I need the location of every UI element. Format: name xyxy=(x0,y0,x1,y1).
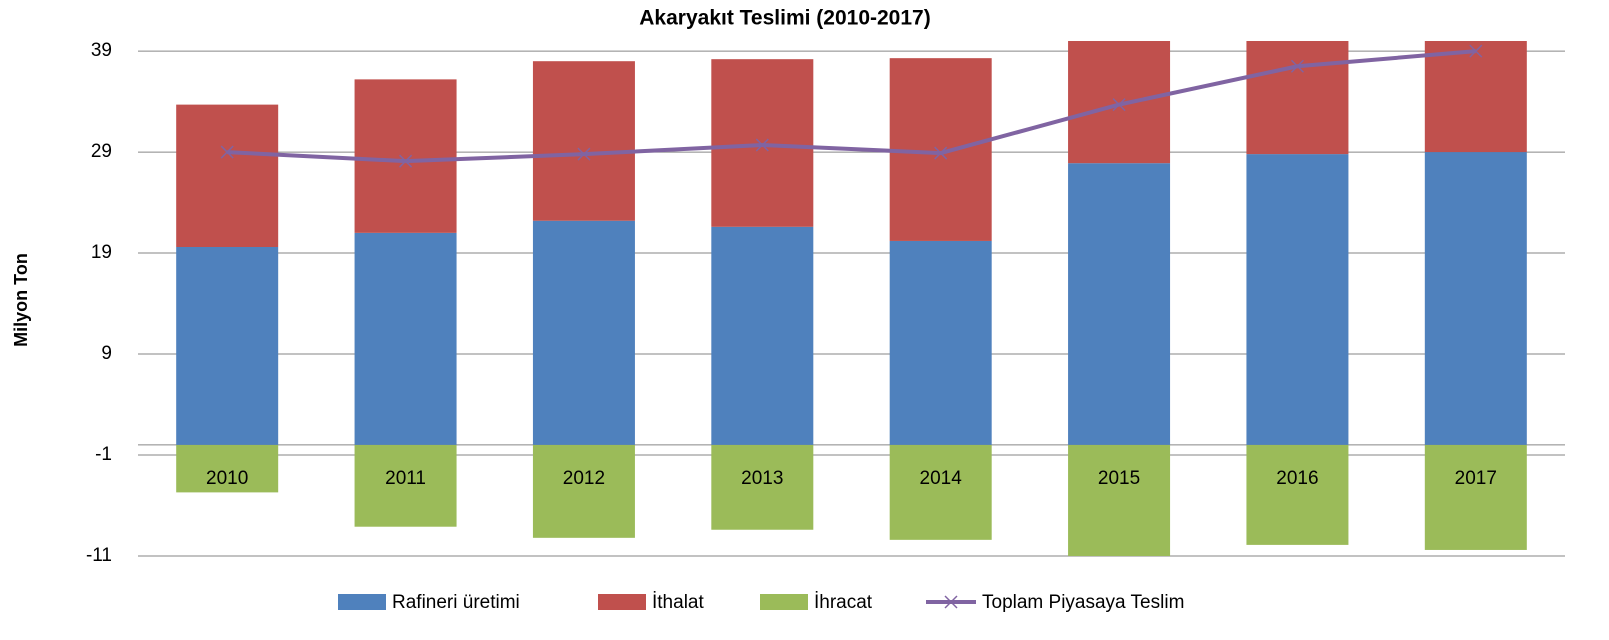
x-tick-label: 2010 xyxy=(206,468,248,489)
marker xyxy=(1112,98,1126,112)
bar xyxy=(176,247,279,445)
bar xyxy=(354,79,457,233)
bar xyxy=(1068,444,1171,556)
chart-title: Akaryakıt Teslimi (2010-2017) xyxy=(639,7,930,30)
bar xyxy=(1246,41,1349,155)
y-tick-label: -1 xyxy=(95,444,112,465)
bar xyxy=(711,444,814,530)
y-tick-label: 29 xyxy=(91,141,112,162)
x-tick-label: 2012 xyxy=(563,468,605,489)
x-tick-label: 2014 xyxy=(920,468,963,489)
bar xyxy=(176,104,279,247)
marker xyxy=(755,138,769,152)
bar xyxy=(1068,163,1171,445)
x-tick-label: 2013 xyxy=(741,468,783,489)
overlay: 2010 2011 2012 2013 2014 2015 2016 2017 Rafineri… xyxy=(206,44,1497,613)
bar xyxy=(532,220,635,445)
legend-swatch xyxy=(338,594,386,610)
bar xyxy=(711,59,814,227)
bar xyxy=(532,61,635,221)
x-tick-label: 2017 xyxy=(1455,468,1497,489)
x-tick-label: 2016 xyxy=(1276,468,1318,489)
y-tick-label: 9 xyxy=(101,343,112,364)
bar xyxy=(354,444,457,527)
marker xyxy=(1290,59,1304,73)
legend-marker xyxy=(944,595,958,609)
bar xyxy=(1246,154,1349,445)
bar xyxy=(176,444,279,493)
y-tick-label: 19 xyxy=(91,242,112,263)
legend-label: İhracat xyxy=(814,592,873,613)
legend-label: İthalat xyxy=(652,592,704,613)
marker xyxy=(1469,44,1483,58)
marker xyxy=(577,147,591,161)
bar xyxy=(711,226,814,445)
y-tick-label: 39 xyxy=(91,40,112,61)
bar xyxy=(1424,444,1527,550)
legend-label: Toplam Piyasaya Teslim xyxy=(982,592,1184,613)
bar xyxy=(889,240,992,445)
bar xyxy=(1424,41,1527,153)
x-tick-label: 2015 xyxy=(1098,468,1140,489)
bar xyxy=(889,444,992,540)
legend-swatch xyxy=(598,594,646,610)
bar xyxy=(354,232,457,445)
bar xyxy=(1246,444,1349,545)
bar xyxy=(1068,41,1171,164)
y-tick-label: -11 xyxy=(86,545,112,566)
x-tick-label: 2011 xyxy=(385,468,426,489)
bar xyxy=(1424,152,1527,445)
marker xyxy=(399,154,413,168)
line xyxy=(227,49,1476,164)
legend-swatch xyxy=(760,594,808,610)
y-axis-label: Milyon Ton xyxy=(11,253,31,347)
bar xyxy=(532,444,635,538)
legend-label: Rafineri üretimi xyxy=(392,592,520,613)
marker xyxy=(934,146,948,160)
bars xyxy=(176,41,1527,556)
marker xyxy=(220,145,234,159)
